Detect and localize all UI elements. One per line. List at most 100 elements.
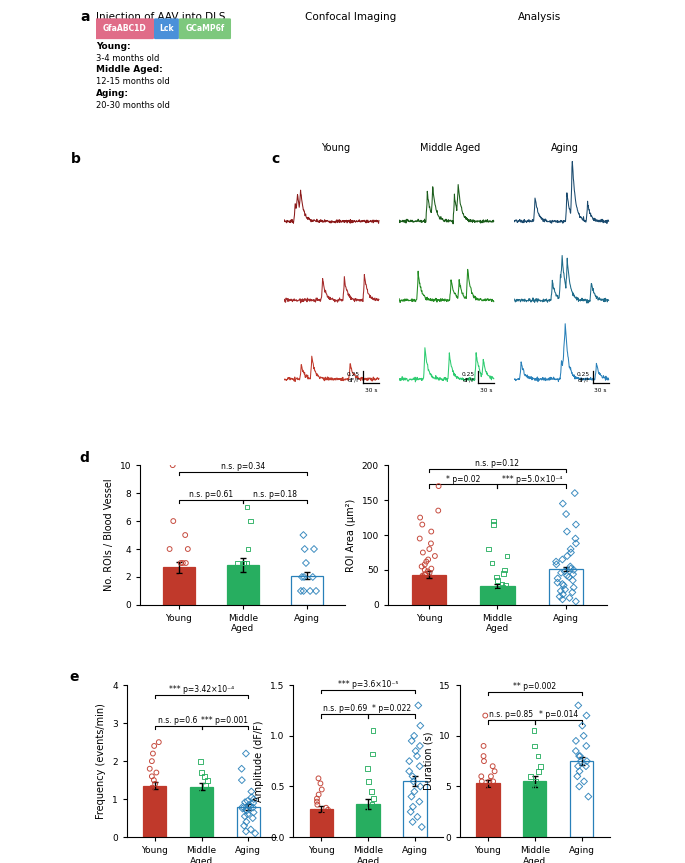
Text: * p=0.022: * p=0.022 <box>372 704 411 713</box>
Text: Middle Aged: Middle Aged <box>103 236 160 245</box>
Point <box>151 808 162 822</box>
Point <box>142 794 153 808</box>
Point <box>573 698 584 712</box>
Point <box>529 724 540 738</box>
Point <box>149 773 160 787</box>
Bar <box>480 586 514 605</box>
Point <box>147 823 158 837</box>
Point <box>171 584 182 598</box>
Title: Middle Aged: Middle Aged <box>421 143 480 153</box>
Point <box>422 564 433 578</box>
Point <box>403 765 414 778</box>
Point <box>414 739 425 753</box>
Y-axis label: No. ROIs / Blood Vessel: No. ROIs / Blood Vessel <box>104 479 114 591</box>
Point <box>242 542 253 556</box>
Point <box>362 761 373 775</box>
Point <box>579 774 590 788</box>
Point <box>166 570 177 584</box>
Bar <box>190 786 213 837</box>
Point <box>175 556 186 570</box>
Text: ** p=0.002: ** p=0.002 <box>513 682 556 691</box>
Point <box>241 803 252 817</box>
Point <box>366 797 377 811</box>
Point <box>562 525 573 539</box>
Point <box>308 542 319 556</box>
Text: * p=0.02: * p=0.02 <box>446 475 480 483</box>
Point <box>476 774 487 788</box>
Point <box>572 770 583 784</box>
Point <box>363 808 374 822</box>
Point <box>192 784 203 798</box>
Point <box>236 762 247 776</box>
Point <box>571 744 582 758</box>
Text: 12-15 months old: 12-15 months old <box>96 77 170 85</box>
Point <box>416 559 427 573</box>
Text: Young: Young <box>119 158 145 167</box>
Point <box>571 734 582 747</box>
Point <box>484 774 495 788</box>
Point <box>551 555 562 569</box>
Point <box>575 754 586 768</box>
Text: * p=0.014: * p=0.014 <box>538 710 578 719</box>
Point <box>430 574 441 588</box>
Point <box>409 729 420 743</box>
Point <box>319 807 329 821</box>
Point <box>200 779 211 793</box>
Point <box>237 802 248 816</box>
Point <box>497 581 508 595</box>
Point <box>322 823 333 837</box>
Point <box>311 815 322 828</box>
Point <box>484 779 495 793</box>
Point <box>478 739 489 753</box>
Point <box>305 584 316 598</box>
Point <box>433 592 444 606</box>
Point <box>416 820 427 834</box>
Point <box>409 784 420 798</box>
Point <box>360 826 371 840</box>
Point <box>578 729 589 743</box>
Point <box>151 765 162 779</box>
Point <box>500 578 511 592</box>
Point <box>316 783 327 797</box>
Point <box>568 567 579 581</box>
Point <box>242 794 253 808</box>
Point <box>182 542 193 556</box>
Point <box>232 556 242 570</box>
Bar <box>143 786 166 837</box>
Point <box>530 774 541 788</box>
Bar <box>476 784 500 837</box>
Point <box>567 585 578 599</box>
Point <box>238 819 249 833</box>
Point <box>239 809 250 823</box>
Point <box>247 801 258 815</box>
Bar <box>549 570 583 605</box>
Point <box>241 815 252 828</box>
Point <box>412 810 423 824</box>
Point <box>497 577 508 591</box>
Point <box>479 754 490 768</box>
Point <box>565 559 576 573</box>
Text: a: a <box>80 9 90 24</box>
Point <box>143 802 154 816</box>
Point <box>574 765 585 778</box>
Point <box>425 589 436 603</box>
Point <box>312 795 323 809</box>
Text: e: e <box>70 670 79 684</box>
Point <box>499 563 510 576</box>
Point <box>244 798 255 812</box>
Point <box>433 479 444 493</box>
Point <box>554 589 565 603</box>
Point <box>359 823 370 837</box>
Point <box>533 765 544 778</box>
Point <box>580 759 591 773</box>
Point <box>413 698 424 712</box>
Text: *** p=0.001: *** p=0.001 <box>201 715 249 725</box>
Point <box>199 770 210 784</box>
Point <box>308 570 319 584</box>
Point <box>416 588 427 602</box>
Point <box>569 563 580 576</box>
Point <box>245 570 256 584</box>
Bar <box>310 809 333 837</box>
Bar <box>356 803 380 837</box>
Point <box>532 749 543 763</box>
